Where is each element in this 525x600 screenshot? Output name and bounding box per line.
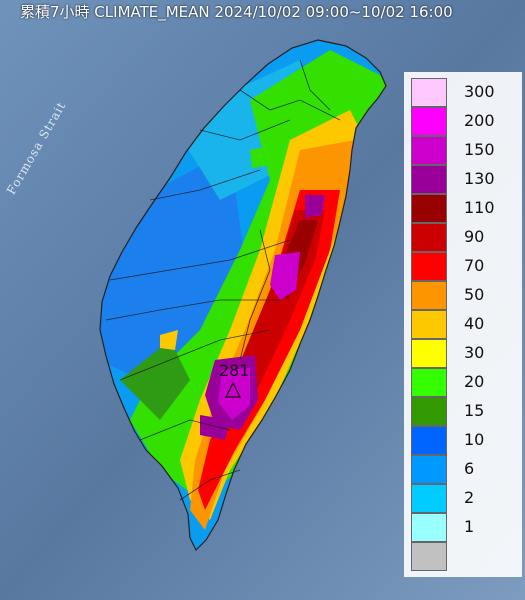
legend-swatch bbox=[411, 368, 447, 397]
legend-label: 20 bbox=[464, 372, 485, 391]
legend-swatch bbox=[411, 542, 447, 571]
legend-label: 150 bbox=[464, 140, 495, 159]
map-title: 累積7小時 CLIMATE_MEAN 2024/10/02 09:00~10/0… bbox=[20, 3, 453, 21]
legend-swatch bbox=[411, 78, 447, 107]
legend-swatch bbox=[411, 339, 447, 368]
legend-label: 15 bbox=[464, 401, 485, 420]
legend-swatch bbox=[411, 281, 447, 310]
legend-swatch bbox=[411, 513, 447, 542]
max-rainfall-value: 281 bbox=[219, 361, 250, 380]
legend-label: 2 bbox=[464, 488, 475, 507]
legend-label: 1 bbox=[464, 517, 475, 536]
legend-label: 70 bbox=[464, 256, 485, 275]
legend-swatch bbox=[411, 223, 447, 252]
legend-label: 50 bbox=[464, 285, 485, 304]
legend-label: 30 bbox=[464, 343, 485, 362]
legend-swatch bbox=[411, 397, 447, 426]
legend-label: 40 bbox=[464, 314, 485, 333]
legend-swatch bbox=[411, 107, 447, 136]
legend-label: 6 bbox=[464, 459, 475, 478]
legend-swatch bbox=[411, 165, 447, 194]
legend-swatch bbox=[411, 455, 447, 484]
legend-swatch bbox=[411, 484, 447, 513]
legend-label: 90 bbox=[464, 227, 485, 246]
legend-swatch bbox=[411, 194, 447, 223]
legend-label: 10 bbox=[464, 430, 485, 449]
legend-swatch bbox=[411, 136, 447, 165]
legend-label: 130 bbox=[464, 169, 495, 188]
legend-label: 110 bbox=[464, 198, 495, 217]
legend-label: 300 bbox=[464, 82, 495, 101]
legend-label: 200 bbox=[464, 111, 495, 130]
legend-swatch bbox=[411, 252, 447, 281]
legend-swatch bbox=[411, 310, 447, 339]
legend-swatch bbox=[411, 426, 447, 455]
